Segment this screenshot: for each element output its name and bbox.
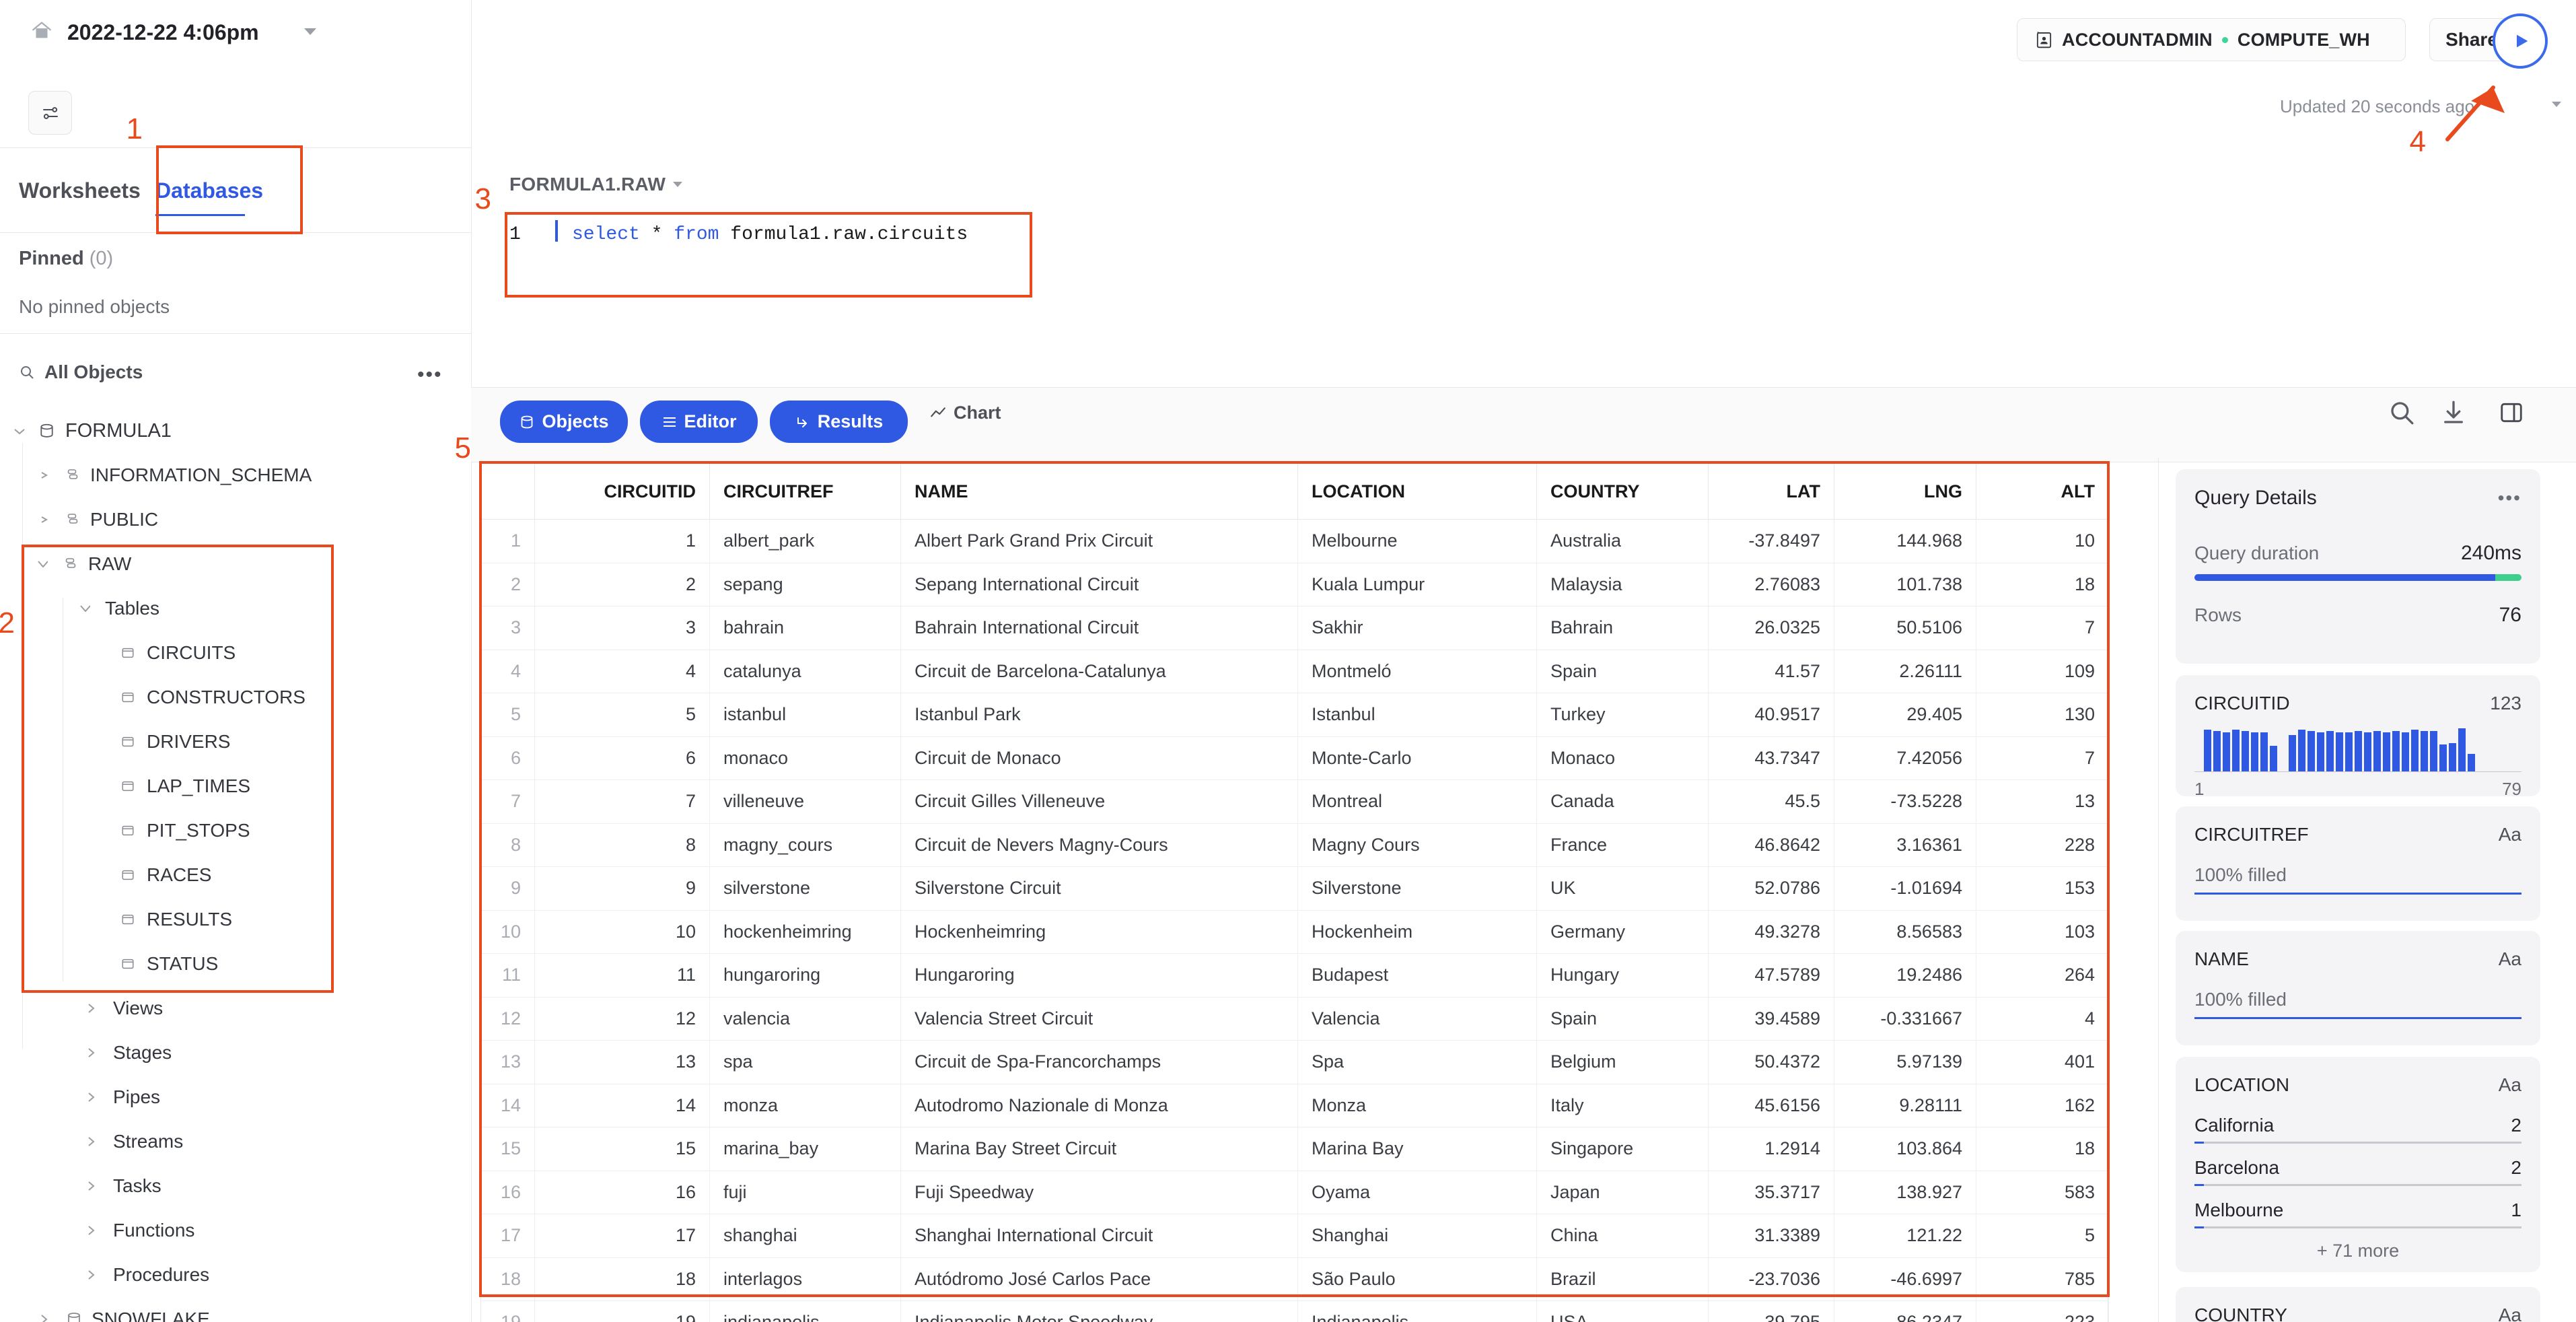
svg-text:2: 2: [0, 606, 15, 639]
svg-text:3: 3: [475, 182, 491, 215]
svg-text:1: 1: [127, 112, 143, 145]
svg-text:4: 4: [2410, 125, 2426, 158]
svg-text:5: 5: [455, 431, 471, 464]
